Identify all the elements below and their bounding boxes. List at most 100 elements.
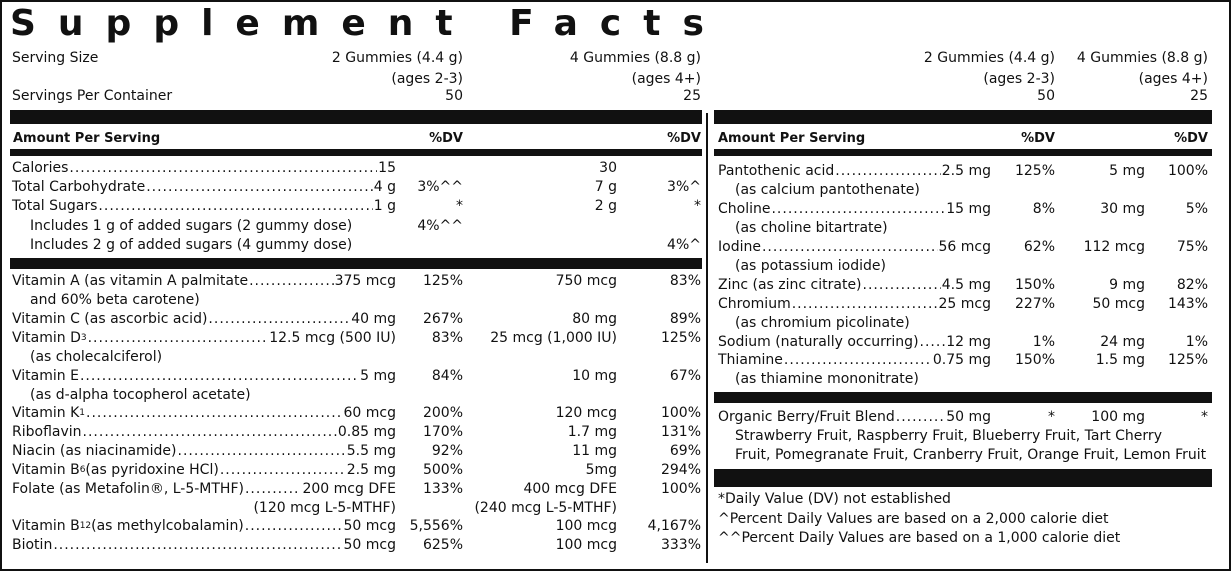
dv-col2: 100% <box>1167 163 1208 179</box>
nutrient-name: Vitamin D <box>12 330 81 346</box>
thick-rule <box>714 392 1212 403</box>
amount-col2: 112 mcg <box>1083 239 1145 255</box>
dv-col1: 200% <box>422 405 463 421</box>
amount-col1: 4 g <box>373 179 396 195</box>
right-col1-serving-size: 2 Gummies (4.4 g) <box>923 50 1055 66</box>
leader-dots <box>208 311 350 328</box>
leader-dots <box>245 518 343 535</box>
amount-col1: 15 <box>378 160 396 176</box>
nutrient-row: Vitamin C (as ascorbic acid) 40 mg <box>12 311 396 328</box>
leader-dots <box>784 352 932 369</box>
dv-col1: 3%^^ <box>417 179 463 195</box>
leader-dots <box>762 239 938 256</box>
amount-col1: 5 mg <box>360 368 396 384</box>
dv-col1: * <box>456 198 463 214</box>
nutrient-source-col1: (120 mcg L-5-MTHF) <box>253 500 396 516</box>
amount-col2: 1.7 mg <box>567 424 617 440</box>
amount-col1: 25 mcg <box>938 296 992 312</box>
col2-serving-size: 4 Gummies (8.8 g) <box>569 50 701 66</box>
dv-col1: 125% <box>422 273 463 289</box>
medium-rule <box>714 149 1212 156</box>
nutrient-row: Total Sugars 1 g <box>12 198 396 215</box>
dv-heading-col2: %DV <box>667 131 701 146</box>
dv-col2: 5% <box>1185 201 1208 217</box>
nutrient-source: (as thiamine mononitrate) <box>735 371 919 387</box>
dv-col2: * <box>694 198 701 214</box>
leader-dots <box>80 368 359 385</box>
nutrient-source: (as chromium picolinate) <box>735 315 910 331</box>
nutrient-row: Biotin 50 mcg <box>12 537 396 554</box>
footnote: ^^Percent Daily Values are based on a 1,… <box>718 530 1121 546</box>
amount-col1: 15 mg <box>946 201 991 217</box>
amount-col2: 30 <box>599 160 617 176</box>
nutrient-row: Sodium (naturally occurring) 12 mg <box>718 334 991 351</box>
amount-col1: 2.5 mg <box>346 462 396 478</box>
nutrient-name: Zinc (as zinc citrate) <box>718 277 862 293</box>
dv-col1: 227% <box>1014 296 1055 312</box>
right-col2-serving-size: 4 Gummies (8.8 g) <box>1076 50 1208 66</box>
amount-col2: 2 g <box>594 198 617 214</box>
nutrient-row: Riboflavin 0.85 mg <box>12 424 396 441</box>
nutrient-name: Iodine <box>718 239 761 255</box>
amount-col2: 5mg <box>585 462 617 478</box>
amount-col1: 50 mcg <box>343 537 397 553</box>
dv-col2: 333% <box>660 537 701 553</box>
amount-col2: 10 mg <box>572 368 617 384</box>
thick-rule <box>714 110 1212 124</box>
amount-col1: 60 mcg <box>343 405 397 421</box>
amount-col2: 1.5 mg <box>1095 352 1145 368</box>
dv-col1: 1% <box>1032 334 1055 350</box>
footnote: *Daily Value (DV) not established <box>718 491 951 507</box>
amount-col1: 4.5 mg <box>941 277 991 293</box>
serving-size-label: Serving Size <box>12 50 99 66</box>
nutrient-name: Calories <box>12 160 69 176</box>
dv-col1: 83% <box>431 330 463 346</box>
dv-col2: 4,167% <box>647 518 701 534</box>
leader-dots <box>83 424 337 441</box>
amount-col1: 12 mg <box>946 334 991 350</box>
blend-amount-col2: 100 mg <box>1091 409 1145 425</box>
amount-col2: 50 mcg <box>1092 296 1146 312</box>
added-sugars-dv-1: 4%^^ <box>417 218 463 234</box>
leader-dots <box>53 537 342 554</box>
servings-per-container-label: Servings Per Container <box>12 88 173 104</box>
amount-col2: 80 mg <box>572 311 617 327</box>
amount-col2: 120 mcg <box>555 405 617 421</box>
leader-dots <box>771 201 945 218</box>
medium-rule <box>10 149 702 156</box>
blend-ingredients-line-1: Strawberry Fruit, Raspberry Fruit, Blueb… <box>735 428 1162 444</box>
amount-col2: 24 mg <box>1100 334 1145 350</box>
nutrient-row: Vitamin E 5 mg <box>12 368 396 385</box>
leader-dots <box>88 330 269 347</box>
dv-col2: 82% <box>1176 277 1208 293</box>
nutrient-name: Folate (as Metafolin®, L-5-MTHF) <box>12 481 244 497</box>
amount-col1: 375 mcg <box>334 273 396 289</box>
nutrient-row: Vitamin B6 (as pyridoxine HCl) 2.5 mg <box>12 462 396 479</box>
amount-col1: 40 mg <box>351 311 396 327</box>
col1-ages: (ages 2-3) <box>391 71 463 87</box>
nutrient-row: Iodine 56 mcg <box>718 239 991 256</box>
nutrient-source: (as choline bitartrate) <box>735 220 888 236</box>
amount-col2: 30 mg <box>1100 201 1145 217</box>
amount-col1: 200 mcg DFE <box>302 481 396 497</box>
amount-col1: 12.5 mcg (500 IU) <box>269 330 396 346</box>
amount-col1: 1 g <box>373 198 396 214</box>
blend-dv-col2: * <box>1201 409 1208 425</box>
added-sugars-dv-2: 4%^ <box>667 237 701 253</box>
right-col1-servings: 50 <box>1037 88 1055 104</box>
amount-col2: 750 mcg <box>555 273 617 289</box>
leader-dots <box>249 273 334 290</box>
blend-ingredients-line-2: Fruit, Pomegranate Fruit, Cranberry Frui… <box>735 447 1207 463</box>
nutrient-name: Sodium (naturally occurring) <box>718 334 919 350</box>
nutrient-name-suffix: (as pyridoxine HCl) <box>85 462 219 478</box>
blend-row: Organic Berry/Fruit Blend 50 mg <box>718 409 991 426</box>
amount-per-serving-heading-right: Amount Per Serving <box>718 131 866 146</box>
nutrient-name: Vitamin C (as ascorbic acid) <box>12 311 208 327</box>
dv-col1: 5,556% <box>409 518 463 534</box>
nutrient-name: Choline <box>718 201 771 217</box>
dv-col2: 131% <box>660 424 701 440</box>
dv-col2: 125% <box>660 330 701 346</box>
nutrient-name: Vitamin E <box>12 368 79 384</box>
footnote: ^Percent Daily Values are based on a 2,0… <box>718 511 1109 527</box>
dv-col2: 89% <box>669 311 701 327</box>
